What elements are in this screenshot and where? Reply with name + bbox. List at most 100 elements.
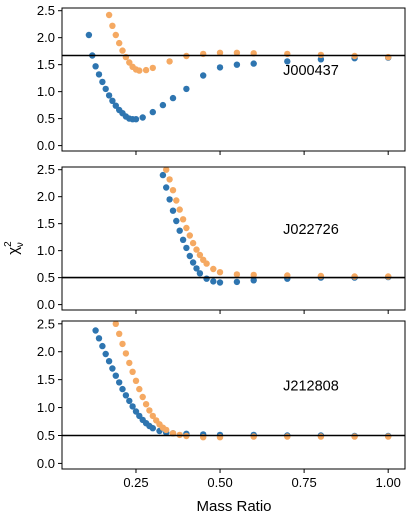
y-axis-label: χ2ν	[3, 241, 26, 255]
data-point-orange	[166, 58, 173, 65]
data-point-orange	[284, 433, 291, 440]
data-point-orange	[183, 224, 190, 232]
data-point-blue	[166, 196, 173, 203]
data-point-orange	[176, 206, 183, 213]
data-point-blue	[196, 270, 204, 277]
data-point-blue	[95, 71, 103, 78]
y-tick-label: 2.5	[37, 316, 55, 331]
data-point-blue	[122, 392, 130, 399]
data-point-blue	[119, 385, 126, 393]
y-tick-label: 2.5	[37, 162, 55, 177]
y-tick-label: 0.0	[37, 138, 55, 153]
data-point-orange	[160, 156, 166, 162]
data-point-blue	[186, 252, 193, 260]
data-point-orange	[132, 377, 140, 384]
data-point-blue	[105, 358, 113, 365]
data-point-blue	[179, 236, 187, 243]
data-point-orange	[112, 31, 120, 39]
data-point-blue	[250, 277, 257, 284]
y-axis-label-subscript: ν	[15, 242, 26, 247]
data-point-orange	[193, 246, 200, 253]
data-point-blue	[99, 342, 106, 350]
y-tick-label: 2.0	[37, 189, 55, 204]
data-point-orange	[163, 167, 170, 173]
data-point-orange	[317, 433, 325, 440]
panel-1: 0.0 0.5 1.0 1.5 2.0 2.5 J000437	[37, 3, 406, 155]
data-point-orange	[116, 39, 123, 47]
y-tick-label: 0.5	[37, 428, 55, 443]
data-point-orange	[203, 260, 210, 267]
data-point-orange	[216, 269, 224, 276]
data-point-blue	[159, 101, 167, 109]
data-point-blue	[317, 56, 325, 63]
x-tick-label: 1.00	[376, 475, 401, 490]
data-point-blue	[284, 58, 291, 65]
data-point-blue	[169, 94, 177, 102]
data-point-orange	[116, 330, 123, 337]
data-point-orange	[385, 273, 392, 280]
panel-points	[156, 156, 392, 286]
data-point-blue	[169, 207, 177, 214]
chart-panels: 0.0 0.5 1.0 1.5 2.0 2.5 J000437 0.0 0.5 1.0 1.5 2.0…	[37, 3, 406, 490]
data-point-blue	[99, 78, 106, 86]
data-point-blue	[200, 72, 207, 79]
data-point-orange	[146, 407, 153, 414]
x-tick-label: 0.25	[123, 475, 148, 490]
data-point-orange	[129, 368, 136, 375]
panel-2: 0.0 0.5 1.0 1.5 2.0 2.5 J022726	[37, 156, 406, 314]
data-point-orange	[351, 433, 358, 440]
y-tick-label: 0.0	[37, 297, 55, 312]
data-point-blue	[183, 244, 190, 252]
y-axis-label-symbol: χ	[5, 247, 22, 255]
data-point-blue	[139, 114, 146, 121]
y-tick-label: 1.5	[37, 372, 55, 387]
data-point-orange	[119, 340, 126, 348]
y-tick-label: 2.0	[37, 30, 55, 45]
data-point-blue	[233, 61, 241, 68]
data-point-blue	[132, 408, 140, 415]
data-point-orange	[112, 321, 119, 327]
data-point-blue	[102, 85, 109, 93]
panel-frame	[61, 320, 406, 470]
data-point-blue	[109, 365, 116, 372]
data-point-orange	[126, 359, 133, 367]
y-tick-label: 1.5	[37, 216, 55, 231]
data-point-blue	[112, 372, 120, 379]
data-point-orange	[163, 426, 170, 434]
data-point-blue	[203, 275, 210, 282]
data-point-blue	[173, 217, 180, 225]
data-point-blue	[183, 85, 190, 93]
data-point-blue	[210, 278, 217, 285]
data-point-blue	[156, 160, 162, 166]
panel-points	[85, 11, 392, 123]
panel-label: J022726	[283, 222, 339, 238]
y-tick-label: 1.5	[37, 57, 55, 72]
data-point-blue	[189, 259, 197, 266]
panel-3: 0.0 0.5 1.0 1.5 2.0 2.5 0.25 0.50 0.75 1.00 J21280…	[37, 316, 406, 490]
data-point-orange	[142, 401, 150, 408]
svg-text:χ2ν: χ2ν	[3, 241, 26, 255]
y-tick-label: 2.5	[37, 3, 55, 18]
data-point-blue	[112, 102, 120, 109]
x-tick-label: 0.50	[207, 475, 232, 490]
x-tick-label: 0.75	[291, 475, 316, 490]
y-tick-label: 1.0	[37, 243, 55, 258]
data-point-blue	[92, 327, 99, 334]
data-point-blue	[105, 92, 113, 99]
data-point-blue	[159, 171, 167, 179]
data-point-blue	[149, 108, 156, 116]
y-tick-label: 0.0	[37, 456, 55, 471]
data-point-blue	[92, 63, 99, 70]
data-point-orange	[233, 49, 241, 56]
data-point-orange	[351, 273, 358, 280]
data-point-orange	[169, 187, 177, 194]
data-point-blue	[216, 279, 224, 286]
data-point-orange	[136, 67, 143, 74]
y-tick-label: 0.5	[37, 270, 55, 285]
data-point-blue	[193, 265, 200, 272]
data-point-orange	[122, 350, 130, 357]
data-point-blue	[126, 397, 133, 405]
data-point-blue	[132, 116, 140, 123]
panel-label: J212808	[283, 379, 339, 395]
